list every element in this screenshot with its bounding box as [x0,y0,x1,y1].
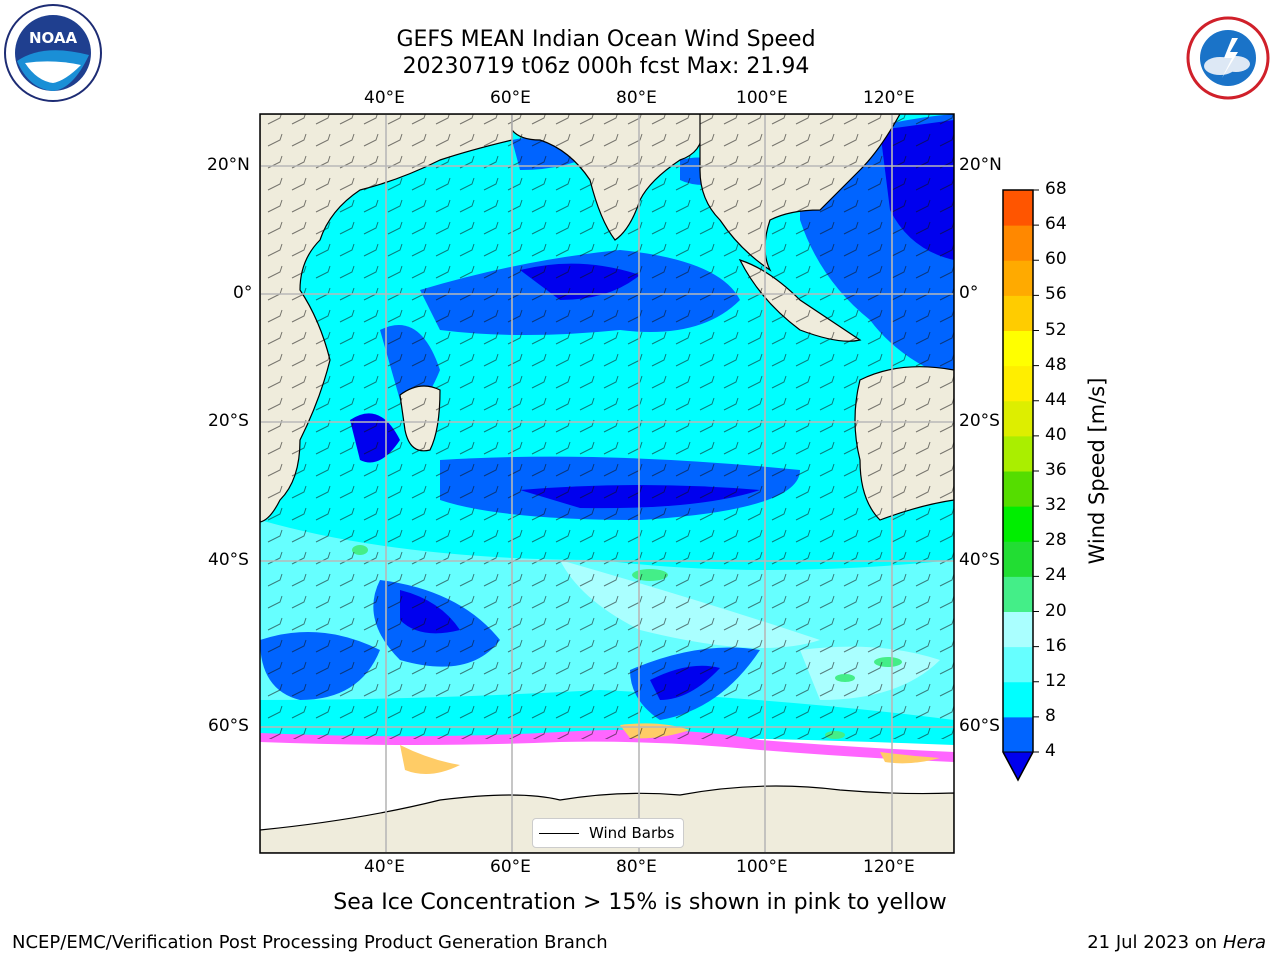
colorbar-tick-label: 36 [1045,460,1067,480]
svg-text:NOAA: NOAA [29,29,78,47]
lat-tick-right: 60°S [959,716,1000,736]
lon-tick-top: 60°E [490,88,531,108]
lat-tick-right: 40°S [959,550,1000,570]
wind-barb-legend-line [539,832,579,834]
colorbar-tick-label: 56 [1045,284,1067,305]
lat-tick-left: 0° [233,283,253,303]
colorbar-tick-label: 8 [1045,705,1056,726]
colorbar-tick-label: 4 [1045,741,1056,761]
colorbar-segment [1003,646,1033,683]
lat-tick-right: 20°N [959,155,1002,175]
lon-tick-top: 80°E [616,88,657,108]
noaa-logo: NOAA [4,4,102,102]
lat-tick-right: 0° [959,283,979,303]
colorbar-tick-label: 12 [1045,670,1067,691]
wind-barb-legend-label: Wind Barbs [589,824,675,842]
colorbar-segment [1003,716,1033,753]
colorbar-tick-label: 52 [1045,319,1067,340]
lon-tick-bottom: 120°E [863,857,915,877]
lat-tick-right: 20°S [959,411,1000,431]
colorbar-tick-label: 32 [1045,495,1067,516]
colorbar-segment [1003,260,1033,296]
colorbar-title: Wind Speed [m/s] [1085,377,1109,565]
colorbar-segment [1003,365,1033,402]
lon-tick-bottom: 40°E [364,857,405,877]
generation-date: 21 Jul 2023 on Hera [1087,932,1266,953]
colorbar-tick-label: 64 [1045,214,1067,235]
sea-ice-note: Sea Ice Concentration > 15% is shown in … [333,890,947,915]
lat-tick-left: 20°N [207,155,250,175]
lat-tick-left: 20°S [208,411,249,431]
colorbar-tick-label: 48 [1045,354,1067,375]
colorbar-frame [1002,189,1034,782]
colorbar-segment [1003,330,1033,367]
lon-tick-bottom: 100°E [736,857,788,877]
colorbar-segment [1003,400,1033,437]
producer-credit: NCEP/EMC/Verification Post Processing Pr… [12,932,608,953]
graticule [260,114,954,853]
national-weather-service-logo [1186,16,1270,100]
colorbar-segment [1003,576,1033,612]
colorbar-under-arrow [1002,751,1034,782]
map-frame [259,113,955,854]
colorbar [1002,189,1039,782]
colorbar-tick-label: 60 [1045,249,1067,270]
colorbar-segment [1003,506,1033,542]
lon-tick-top: 120°E [863,88,915,108]
colorbar-segment [1003,435,1033,472]
colorbar-tick-label: 68 [1045,179,1067,199]
colorbar-tick-label: 24 [1045,565,1067,586]
wind-barbs [260,114,954,739]
map-subtitle: 20230719 t06z 000h fcst Max: 21.94 [402,54,810,79]
colorbar-tick-label: 16 [1045,635,1067,656]
colorbar-segment [1003,541,1033,577]
lat-tick-left: 60°S [208,716,249,736]
host-name: Hera [1222,932,1266,953]
colorbar-segment [1003,225,1033,261]
colorbar-tick-label: 20 [1045,600,1067,621]
colorbar-segment [1003,295,1033,331]
lon-tick-bottom: 80°E [616,857,657,877]
colorbar-segment [1003,471,1033,507]
colorbar-segment [1003,611,1033,648]
lon-tick-top: 100°E [736,88,788,108]
lat-tick-left: 40°S [208,550,249,570]
colorbar-segment [1003,681,1033,718]
colorbar-tick-label: 28 [1045,530,1067,551]
colorbar-segment [1003,190,1033,226]
lon-tick-top: 40°E [364,88,405,108]
lon-tick-bottom: 60°E [490,857,531,877]
colorbar-tick-label: 40 [1045,424,1067,445]
map-legend: Wind Barbs [532,818,684,848]
colorbar-tick-label: 44 [1045,389,1067,410]
map-title: GEFS MEAN Indian Ocean Wind Speed [396,27,816,52]
